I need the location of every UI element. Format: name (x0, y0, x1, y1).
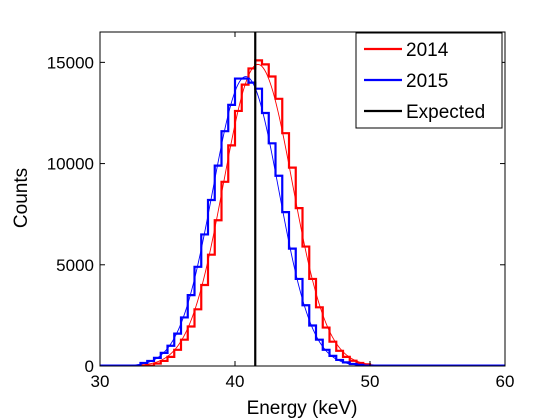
x-tick-label: 60 (496, 372, 515, 391)
y-axis-title: Counts (11, 168, 32, 228)
legend-label-2: Expected (406, 102, 485, 123)
x-axis-title: Energy (keV) (247, 398, 358, 419)
y-tick-label: 10000 (47, 155, 94, 174)
x-tick-label: 30 (91, 372, 110, 391)
x-tick-label: 40 (226, 372, 245, 391)
histogram-2014 (100, 59, 505, 366)
axes: 30 40 50 60 0 5000 10000 15000 (47, 31, 515, 391)
y-tick-label: 0 (85, 357, 94, 376)
legend: 2014 2015 Expected (355, 32, 503, 129)
x-tick-label: 50 (361, 372, 380, 391)
legend-label-1: 2015 (406, 71, 448, 92)
axes-box (99, 31, 506, 367)
y-tick-label: 5000 (56, 256, 94, 275)
legend-label-0: 2014 (406, 40, 449, 61)
y-tick-label: 15000 (47, 53, 94, 72)
